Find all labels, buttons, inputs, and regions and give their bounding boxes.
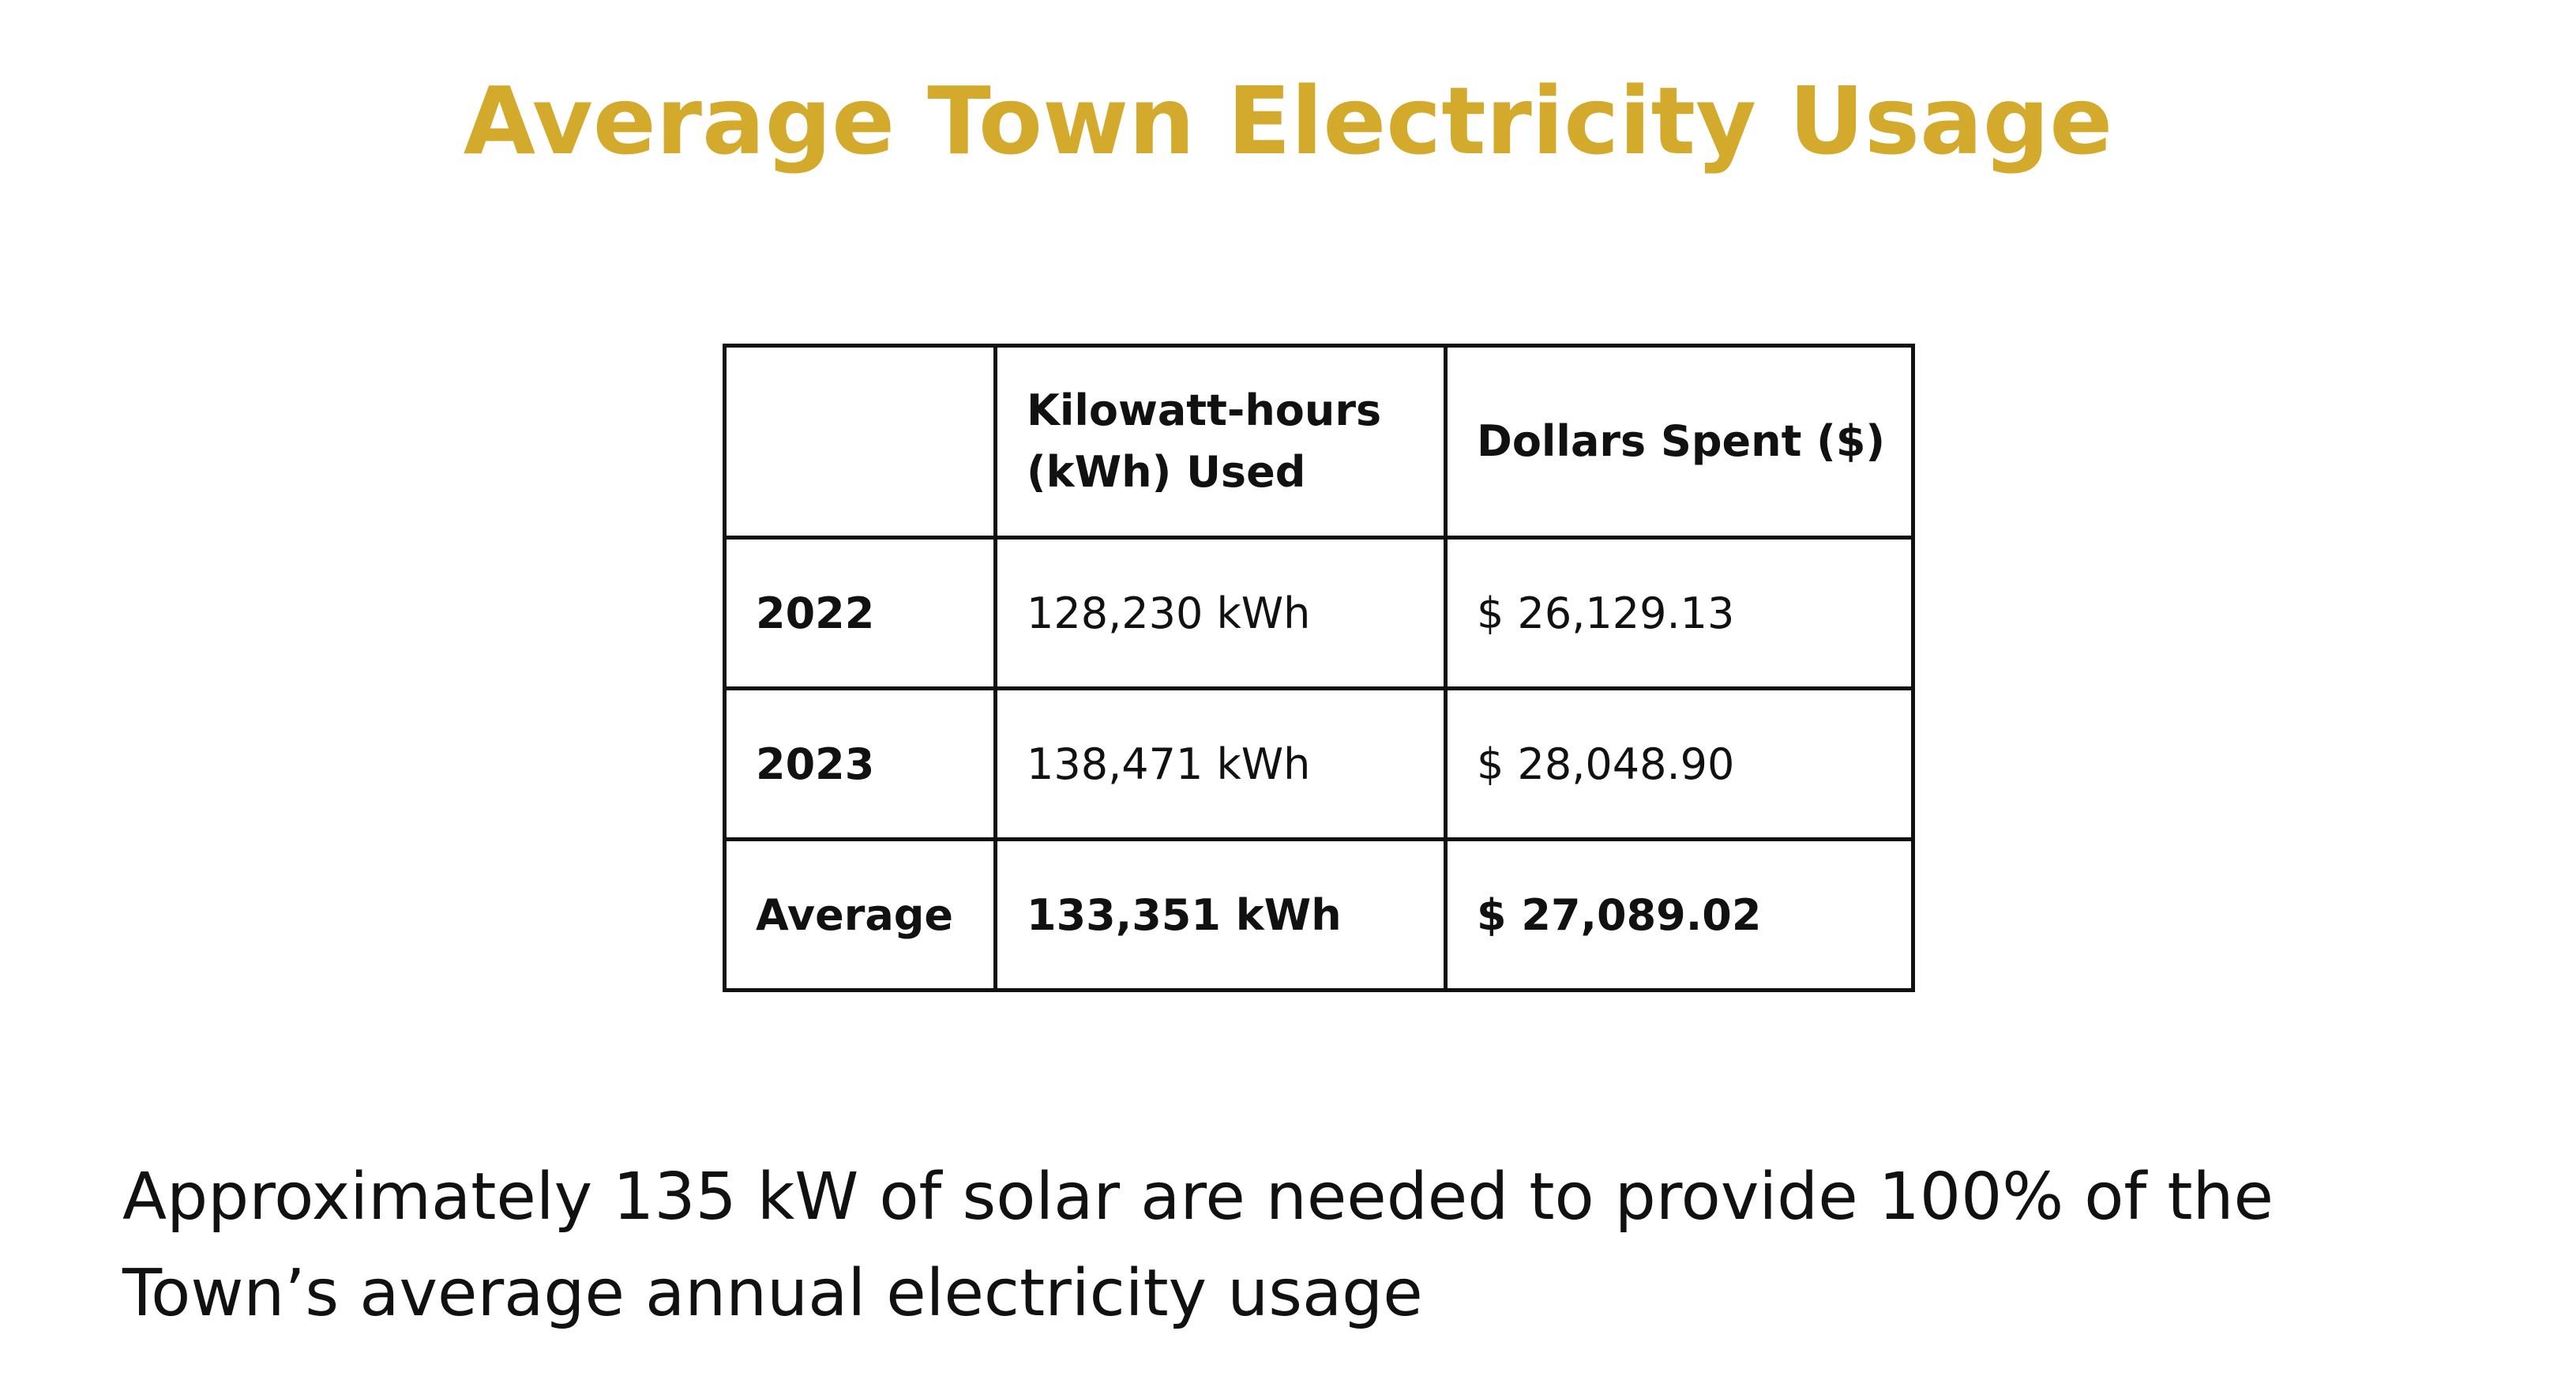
header-cell-kwh: Kilowatt-hours (kWh) Used: [993, 344, 1448, 540]
kwh-cell: 128,230 kWh: [993, 536, 1448, 690]
dollars-cell: $ 28,048.90: [1444, 686, 1915, 841]
row-label: 2022: [723, 536, 997, 690]
table-row: 2023 138,471 kWh $ 28,048.90: [723, 686, 1915, 841]
slide-title: Average Town Electricity Usage: [463, 66, 2113, 175]
table-header-row: Kilowatt-hours (kWh) Used Dollars Spent …: [723, 344, 1915, 540]
kwh-cell: 133,351 kWh: [993, 837, 1448, 992]
summary-text: Approximately 135 kW of solar are needed…: [122, 1160, 2274, 1331]
table-row-average: Average 133,351 kWh $ 27,089.02: [723, 837, 1915, 992]
header-cell-dollars: Dollars Spent ($): [1444, 344, 1915, 540]
row-label: Average: [723, 837, 997, 992]
dollars-cell: $ 27,089.02: [1444, 837, 1915, 992]
row-label: 2023: [723, 686, 997, 841]
table-row: 2022 128,230 kWh $ 26,129.13: [723, 536, 1915, 690]
header-cell-empty: [723, 344, 997, 540]
dollars-cell: $ 26,129.13: [1444, 536, 1915, 690]
electricity-usage-table: Kilowatt-hours (kWh) Used Dollars Spent …: [723, 344, 1915, 992]
kwh-cell: 138,471 kWh: [993, 686, 1448, 841]
